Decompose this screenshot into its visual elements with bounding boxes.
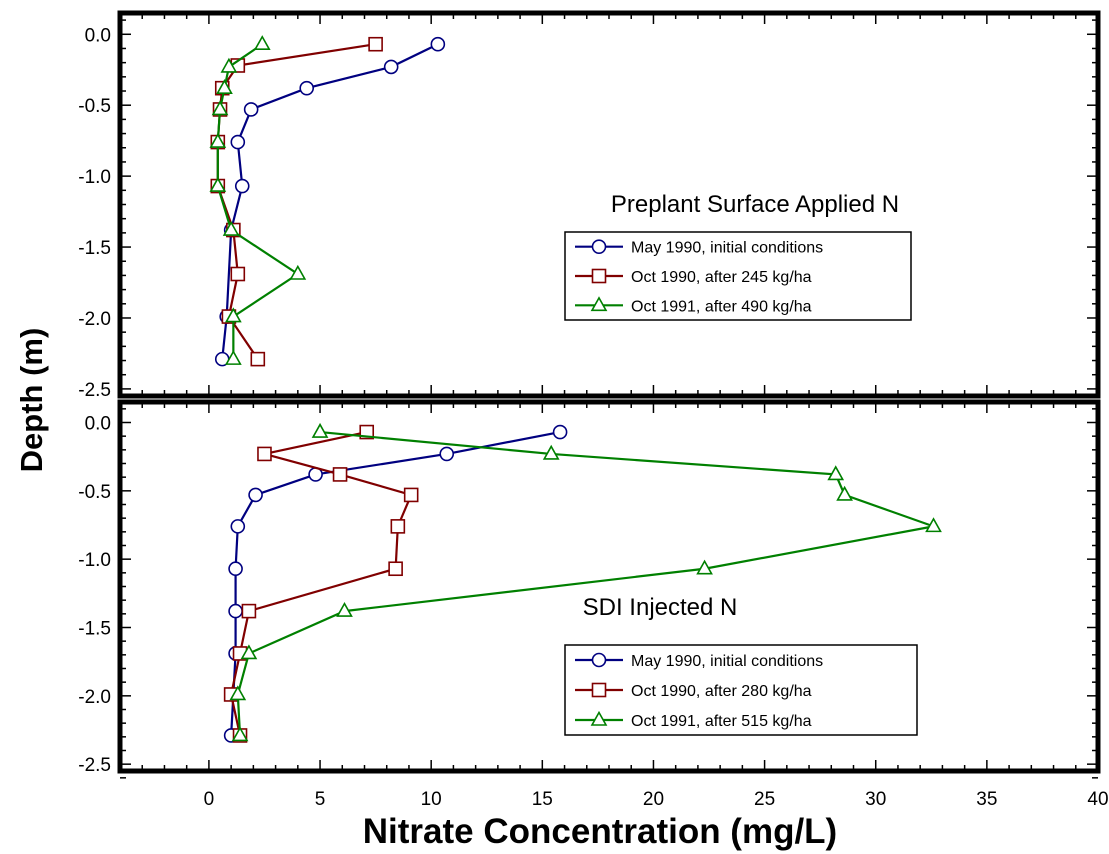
- legend-entry: Oct 1991, after 490 kg/ha: [631, 298, 812, 315]
- panel-title: SDI Injected N: [583, 594, 738, 621]
- y-tick-label: -1.0: [78, 167, 111, 188]
- y-tick-label: -1.5: [78, 619, 111, 640]
- data-point: [231, 726, 249, 742]
- data-point: [224, 349, 242, 365]
- y-tick-label: -2.0: [78, 687, 111, 708]
- data-point: [228, 603, 243, 619]
- data-point: [332, 467, 348, 482]
- x-tick-label: 30: [865, 789, 886, 810]
- data-point: [430, 36, 446, 52]
- y-tick-label: -2.5: [78, 755, 111, 776]
- data-point: [240, 644, 258, 660]
- x-tick-label: 10: [421, 789, 442, 810]
- series-line: [221, 43, 439, 360]
- legend-entry: May 1990, initial conditions: [631, 653, 823, 670]
- x-tick-label: 40: [1087, 789, 1108, 810]
- data-point: [439, 446, 455, 462]
- legend: May 1990, initial conditions Oct 1990, af…: [564, 644, 918, 736]
- y-tick-label: -1.0: [78, 550, 111, 571]
- y-tick-label: 0.0: [85, 25, 111, 46]
- data-point: [234, 178, 250, 194]
- data-point: [311, 422, 329, 438]
- data-point: [403, 487, 419, 503]
- legend-marker: [591, 268, 607, 284]
- series-line: [216, 43, 300, 360]
- panel-bottom: 0.0 -0.5 -1.0 -1.5 -2.0 -2.5 0 5 10 15 20 25 30 35 40 S…: [78, 399, 1109, 810]
- legend-entry: May 1990, initial conditions: [631, 240, 823, 257]
- series-circle: [214, 36, 446, 367]
- data-point: [229, 685, 247, 701]
- data-point: [925, 517, 942, 533]
- legend-marker: [591, 682, 607, 698]
- legend-marker: [591, 652, 607, 668]
- data-point: [388, 561, 403, 577]
- legend-entry: Oct 1990, after 245 kg/ha: [631, 269, 812, 286]
- data-point: [230, 134, 246, 150]
- legend-marker: [591, 239, 607, 254]
- legend: May 1990, initial conditions Oct 1990, af…: [564, 231, 912, 321]
- x-tick-label: 35: [976, 789, 997, 810]
- x-tick-label: 25: [754, 789, 775, 810]
- series-line: [230, 430, 413, 736]
- data-point: [230, 519, 246, 534]
- data-point: [209, 132, 227, 148]
- legend-box: [564, 644, 918, 736]
- x-axis-label: Nitrate Concentration (mg/L): [363, 812, 837, 851]
- legend-entry: Oct 1990, after 280 kg/ha: [631, 683, 812, 700]
- panel-title: Preplant Surface Applied N: [611, 191, 899, 218]
- y-tick-label: -2.0: [78, 309, 111, 330]
- data-point: [289, 264, 307, 280]
- panel-top: 0.0 -0.5 -1.0 -1.5 -2.0 -2.5 Preplant Surface …: [78, 10, 1101, 404]
- data-point: [241, 603, 257, 619]
- series-triangle: [229, 422, 942, 742]
- data-point: [257, 446, 272, 462]
- data-point: [368, 36, 383, 52]
- data-point: [383, 59, 399, 75]
- data-point: [224, 307, 242, 323]
- y-tick-label: -1.5: [78, 238, 111, 259]
- data-point: [827, 465, 845, 481]
- data-point: [299, 80, 315, 96]
- series-square: [223, 424, 419, 743]
- x-tick-label: 20: [643, 789, 664, 810]
- data-point: [390, 519, 406, 534]
- data-point: [248, 487, 263, 503]
- data-point: [243, 102, 259, 117]
- data-point: [253, 35, 271, 51]
- y-tick-label: -0.5: [78, 482, 111, 503]
- y-tick-label: -0.5: [78, 96, 111, 117]
- data-point: [230, 266, 246, 282]
- legend-marker: [590, 710, 608, 726]
- y-tick-label: -2.5: [78, 380, 111, 401]
- data-point: [250, 351, 266, 367]
- series-line: [236, 430, 938, 736]
- y-tick-label: 0.0: [85, 414, 111, 435]
- data-point: [209, 176, 227, 192]
- series-circle: [223, 424, 568, 743]
- x-tick-label: 0: [204, 789, 215, 810]
- data-point: [216, 79, 233, 94]
- y-axis-label: Depth (m): [14, 328, 49, 473]
- data-point: [696, 559, 713, 575]
- plot-frame: [117, 10, 1101, 399]
- data-point: [222, 220, 240, 236]
- series-line: [230, 430, 561, 736]
- data-point: [552, 424, 568, 440]
- data-point: [220, 57, 238, 73]
- data-point: [836, 485, 853, 501]
- data-point: [228, 561, 243, 577]
- data-point: [211, 100, 229, 116]
- series-triangle: [209, 35, 307, 365]
- x-tick-label: 15: [532, 789, 553, 810]
- x-tick-label: 5: [315, 789, 326, 810]
- legend-marker: [590, 296, 608, 312]
- data-point: [542, 444, 560, 460]
- legend-entry: Oct 1991, after 515 kg/ha: [631, 713, 812, 730]
- data-point: [336, 601, 353, 617]
